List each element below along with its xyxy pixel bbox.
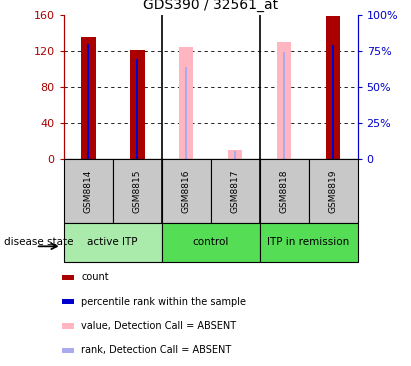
Text: GSM8819: GSM8819 [328, 169, 337, 213]
Bar [260, 159, 309, 223]
Bar [277, 42, 291, 159]
Bar [326, 16, 340, 159]
Bar [87, 44, 89, 159]
Text: control: control [192, 238, 229, 247]
Bar [211, 159, 260, 223]
Bar [260, 223, 358, 262]
Text: rank, Detection Call = ABSENT: rank, Detection Call = ABSENT [81, 345, 231, 355]
Text: GSM8818: GSM8818 [279, 169, 289, 213]
Bar [62, 275, 74, 280]
Text: GSM8817: GSM8817 [231, 169, 240, 213]
Bar [62, 348, 74, 353]
Bar [62, 299, 74, 305]
Bar [162, 159, 211, 223]
Text: value, Detection Call = ABSENT: value, Detection Call = ABSENT [81, 321, 236, 331]
Bar [309, 159, 358, 223]
Bar [81, 37, 95, 159]
Title: GDS390 / 32561_at: GDS390 / 32561_at [143, 0, 278, 12]
Bar [113, 159, 162, 223]
Text: count: count [81, 272, 109, 283]
Bar [179, 47, 194, 159]
Text: disease state: disease state [4, 238, 74, 247]
Bar [332, 45, 334, 159]
Bar [64, 223, 162, 262]
Bar [283, 52, 285, 159]
Text: ITP in remission: ITP in remission [268, 238, 350, 247]
Bar [162, 223, 260, 262]
Text: percentile rank within the sample: percentile rank within the sample [81, 297, 246, 307]
Text: GSM8814: GSM8814 [84, 169, 93, 213]
Bar [64, 159, 113, 223]
Bar [185, 67, 187, 159]
Text: active ITP: active ITP [88, 238, 138, 247]
Bar [234, 150, 236, 159]
Text: GSM8816: GSM8816 [182, 169, 191, 213]
Text: GSM8815: GSM8815 [133, 169, 142, 213]
Bar [130, 50, 145, 159]
Bar [228, 150, 242, 159]
Bar [136, 59, 138, 159]
Bar [62, 323, 74, 329]
